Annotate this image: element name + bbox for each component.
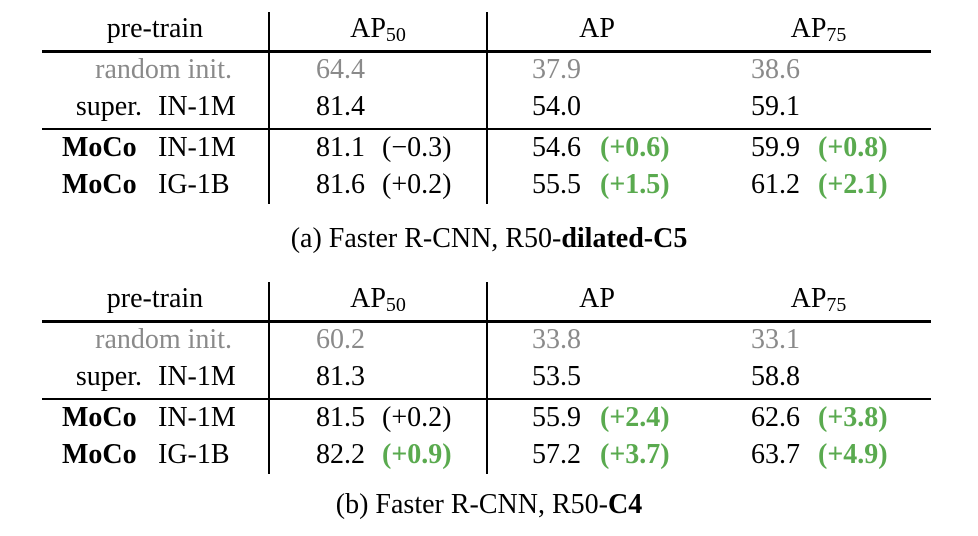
- ap50-value: 81.4: [316, 91, 365, 122]
- header-ap75: AP75: [790, 283, 847, 316]
- dataset-cell: IN-1M: [158, 361, 236, 392]
- ap-value: 54.0: [532, 91, 581, 122]
- table-b: pre-train AP50 AP AP75 random init. 60.2…: [0, 270, 978, 536]
- table-caption: (a) Faster R-CNN, R50-dilated-C5: [290, 223, 688, 254]
- method-cell: super.: [75, 361, 142, 392]
- table-a: pre-train AP50 AP AP75 random init. 64.4…: [0, 0, 978, 266]
- column-divider: [486, 12, 488, 204]
- ap-value: 57.2: [532, 439, 581, 470]
- dataset-cell: IN-1M: [158, 402, 236, 433]
- ap50-value: 64.4: [316, 54, 365, 85]
- ap50-value: 81.3: [316, 361, 365, 392]
- method-cell: MoCo: [62, 169, 137, 200]
- ap-value: 55.9: [532, 402, 581, 433]
- ap-delta: (+0.6): [600, 132, 670, 163]
- ap75-value: 59.1: [751, 91, 800, 122]
- ap75-value: 58.8: [751, 361, 800, 392]
- ap50-delta: (−0.3): [382, 132, 452, 163]
- ap-value: 54.6: [532, 132, 581, 163]
- ap75-delta: (+0.8): [818, 132, 888, 163]
- header-pretrain: pre-train: [106, 13, 204, 44]
- ap75-delta: (+4.9): [818, 439, 888, 470]
- header-ap50: AP50: [350, 283, 406, 316]
- ap50-value: 81.1: [316, 132, 365, 163]
- ap50-value: 60.2: [316, 324, 365, 355]
- method-cell: MoCo: [62, 132, 137, 163]
- ap-value: 53.5: [532, 361, 581, 392]
- ap50-delta: (+0.9): [382, 439, 452, 470]
- ap75-delta: (+3.8): [818, 402, 888, 433]
- ap75-value: 61.2: [751, 169, 800, 200]
- method-cell: MoCo: [62, 439, 137, 470]
- ap75-value: 59.9: [751, 132, 800, 163]
- dataset-cell: IG-1B: [158, 439, 230, 470]
- header-pretrain: pre-train: [106, 283, 204, 314]
- method-cell: super.: [75, 91, 142, 122]
- ap-value: 55.5: [532, 169, 581, 200]
- pretrain-cell: random init.: [95, 324, 232, 355]
- ap-value: 33.8: [532, 324, 581, 355]
- table-caption: (b) Faster R-CNN, R50-C4: [335, 489, 643, 520]
- ap-delta: (+3.7): [600, 439, 670, 470]
- ap-value: 37.9: [532, 54, 581, 85]
- ap50-value: 82.2: [316, 439, 365, 470]
- ap75-value: 33.1: [751, 324, 800, 355]
- ap50-delta: (+0.2): [382, 169, 452, 200]
- ap75-value: 62.6: [751, 402, 800, 433]
- ap75-value: 63.7: [751, 439, 800, 470]
- ap50-delta: (+0.2): [382, 402, 452, 433]
- ap50-value: 81.5: [316, 402, 365, 433]
- ap50-value: 81.6: [316, 169, 365, 200]
- ap75-delta: (+2.1): [818, 169, 888, 200]
- column-divider: [268, 12, 270, 204]
- ap-delta: (+2.4): [600, 402, 670, 433]
- dataset-cell: IN-1M: [158, 91, 236, 122]
- header-ap75: AP75: [790, 13, 847, 46]
- header-ap: AP: [579, 283, 615, 314]
- column-divider: [268, 282, 270, 474]
- method-cell: MoCo: [62, 402, 137, 433]
- ap-delta: (+1.5): [600, 169, 670, 200]
- column-divider: [486, 282, 488, 474]
- dataset-cell: IN-1M: [158, 132, 236, 163]
- header-ap: AP: [579, 13, 615, 44]
- dataset-cell: IG-1B: [158, 169, 230, 200]
- header-ap50: AP50: [350, 13, 406, 46]
- ap75-value: 38.6: [751, 54, 800, 85]
- pretrain-cell: random init.: [95, 54, 232, 85]
